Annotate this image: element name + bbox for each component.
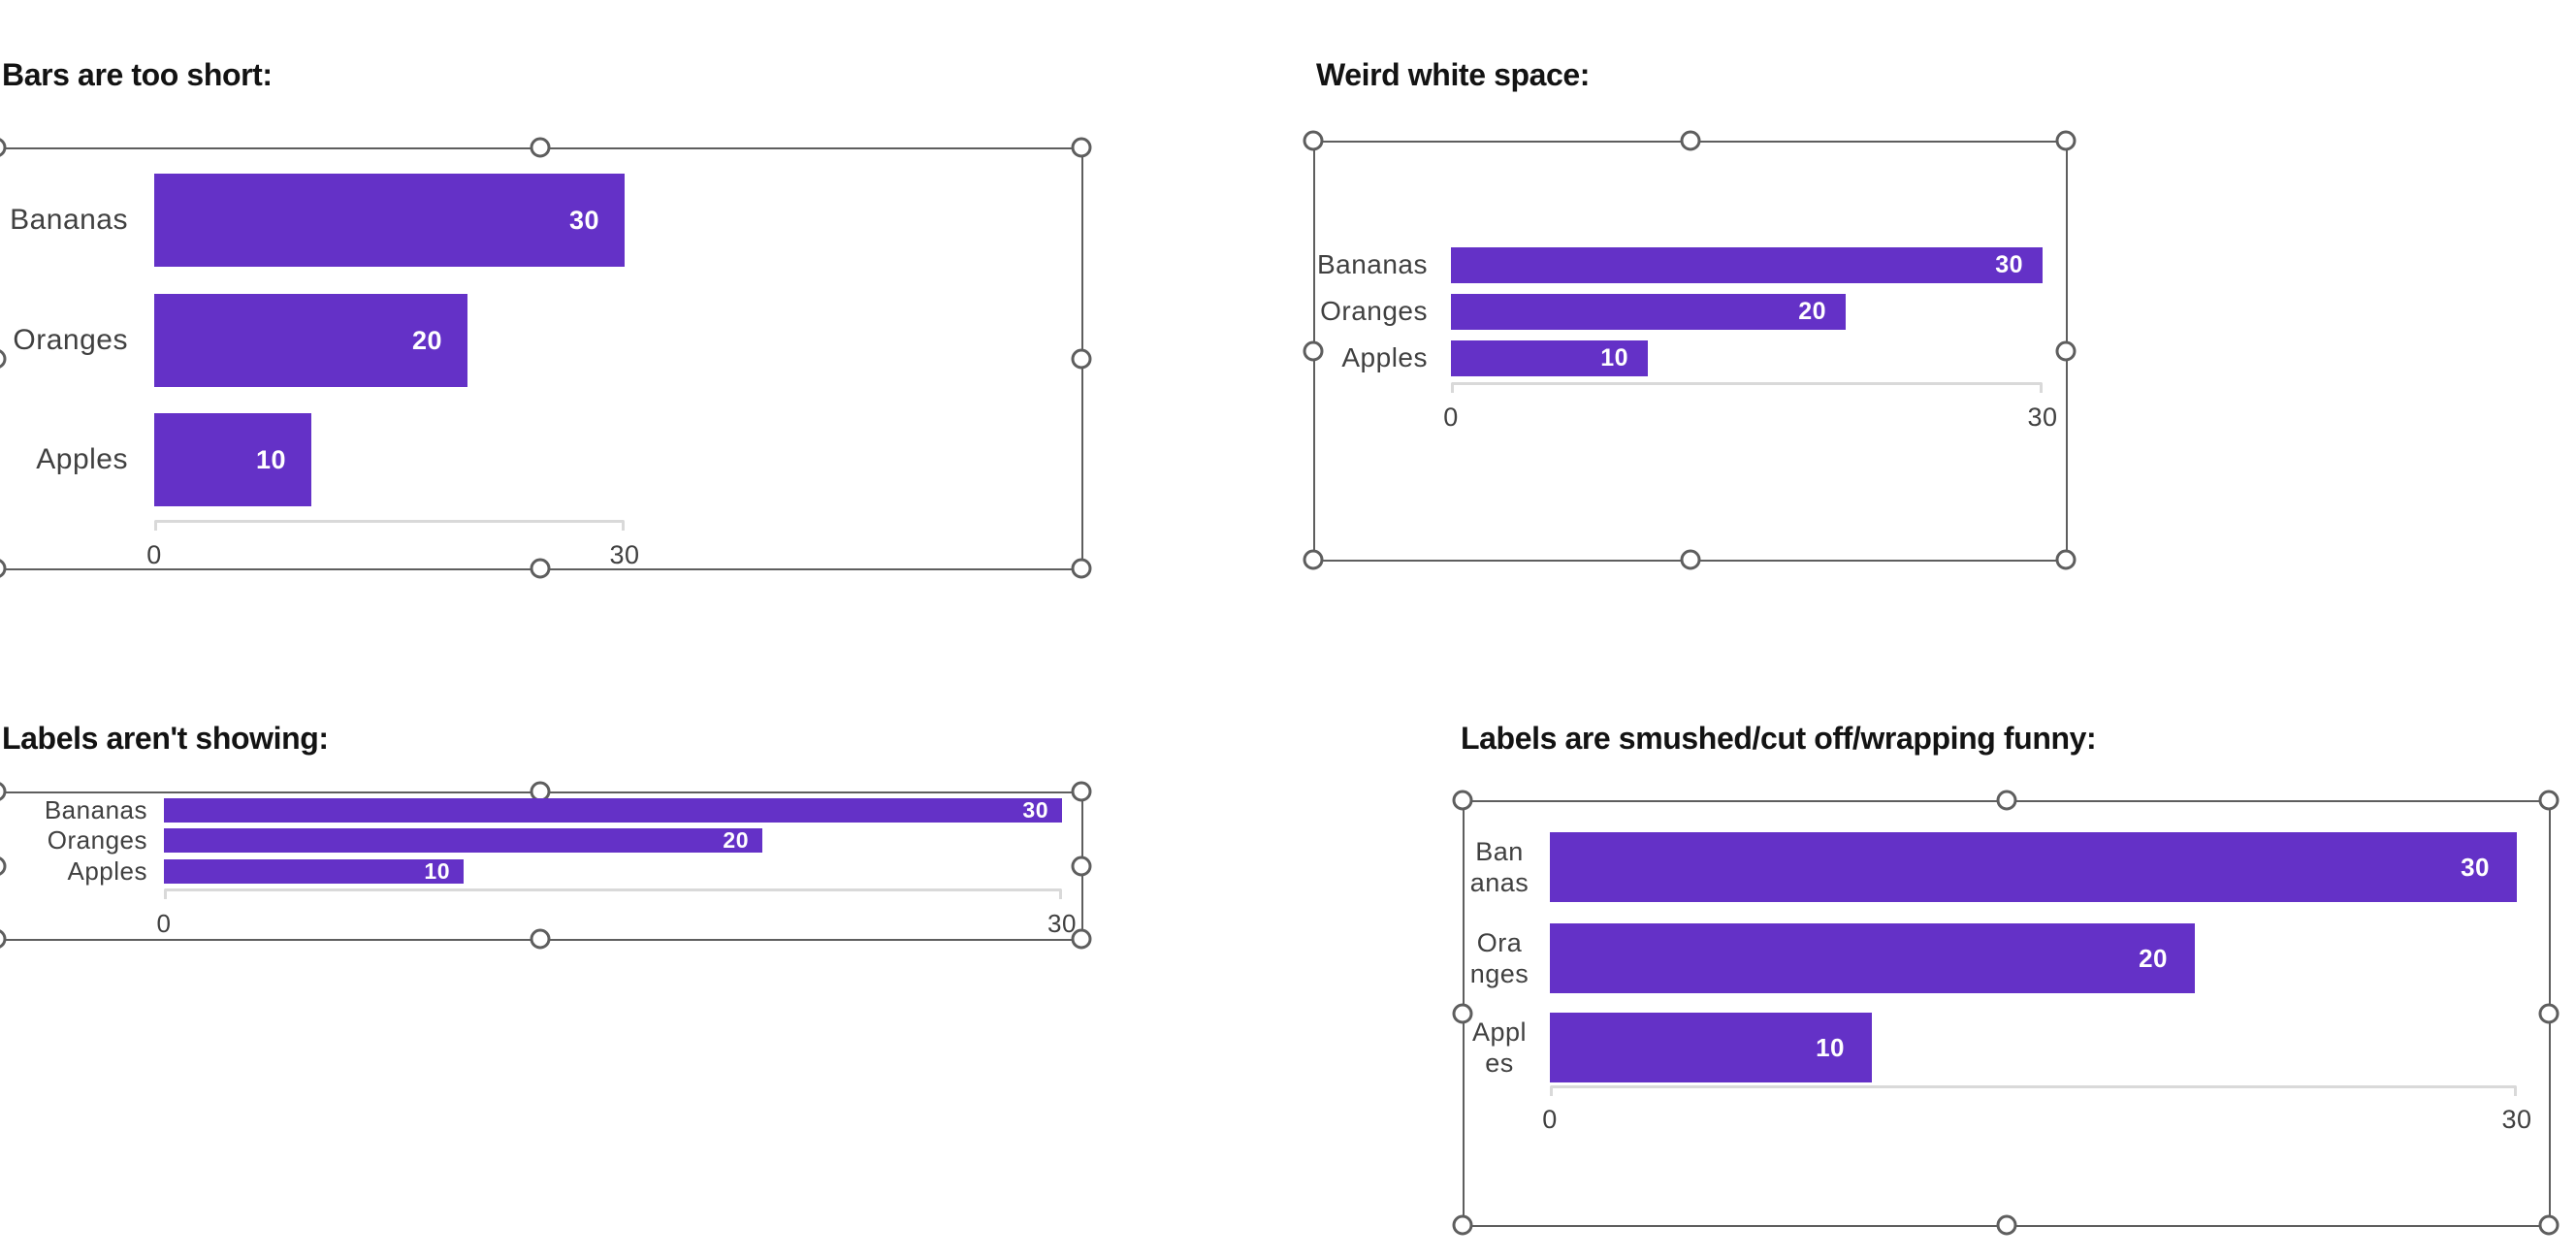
selection-handle-top-left[interactable] [1452,790,1473,811]
selection-handle-middle-right[interactable] [1071,855,1092,877]
x-axis-tick-label: 0 [1542,1105,1558,1134]
bar-oranges[interactable]: 20 [1550,923,2195,993]
x-axis-line [1550,1085,2517,1096]
category-label: Appl es [1471,1017,1528,1078]
selection-handle-middle-right[interactable] [2055,340,2077,362]
bar-value-label: 20 [2139,943,2168,973]
bar-bananas[interactable]: 30 [1550,832,2517,902]
category-label: Apples [1341,342,1428,372]
selection-handle-middle-right[interactable] [2538,1003,2560,1024]
chart-title: Weird white space: [1316,57,1591,92]
bar-value-label: 20 [411,325,442,355]
category-label: Ora nges [1469,928,1530,988]
category-label: Oranges [1320,296,1428,326]
bar-bananas[interactable]: 30 [154,174,625,267]
selection-handle-top-right[interactable] [1071,137,1092,158]
bar-apples[interactable]: 10 [1451,340,1648,376]
bar-value-label: 20 [1798,298,1826,325]
chart-title: Labels aren't showing: [2,721,329,756]
bar-value-label: 30 [568,205,599,235]
x-axis-line [1451,382,2043,393]
selection-handle-bottom-right[interactable] [2055,549,2077,570]
selection-handle-top-right[interactable] [2538,790,2560,811]
selection-handle-bottom-left[interactable] [1452,1214,1473,1236]
selection-handle-top-right[interactable] [2055,130,2077,151]
category-label: Bananas [10,204,128,236]
x-axis-tick-label: 0 [1443,403,1459,432]
selection-handle-bottom-middle[interactable] [530,558,550,579]
category-label: Apples [36,443,128,475]
bar-oranges[interactable]: 20 [1451,294,1846,330]
bar-value-label: 30 [1995,251,2023,278]
category-label: Bananas [44,794,147,824]
bar-apples[interactable]: 10 [154,413,311,506]
bar-value-label: 30 [2461,852,2490,882]
selection-handle-middle-left[interactable] [1303,340,1324,362]
x-axis-tick-label: 30 [1047,909,1077,938]
selection-frame[interactable] [0,137,1092,579]
selection-handle-top-middle[interactable] [530,137,550,158]
bar-value-label: 10 [1816,1032,1845,1062]
x-axis-line [154,520,625,531]
selection-handle-middle-left[interactable] [1452,1003,1473,1024]
selection-handle-bottom-middle[interactable] [1996,1214,2017,1236]
selection-handle-top-middle[interactable] [1680,130,1701,151]
bar-oranges[interactable]: 20 [164,827,762,853]
selection-handle-bottom-middle[interactable] [530,928,550,950]
category-label: Oranges [13,324,128,356]
chart-title: Labels are smushed/cut off/wrapping funn… [1461,721,2097,756]
bar-value-label: 20 [723,827,749,853]
bar-oranges[interactable]: 20 [154,294,467,387]
category-label: Oranges [47,824,147,855]
x-axis-tick-label: 30 [609,540,640,569]
selection-handle-top-right[interactable] [1071,781,1092,802]
selection-handle-top-left[interactable] [1303,130,1324,151]
x-axis-tick-label: 0 [146,540,162,569]
x-axis-line [164,888,1062,899]
bar-bananas[interactable]: 30 [1451,247,2043,283]
x-axis-tick-label: 30 [2027,403,2058,432]
selection-handle-bottom-middle[interactable] [1680,549,1701,570]
bar-value-label: 10 [255,444,286,474]
bar-apples[interactable]: 10 [164,858,464,884]
selection-handle-bottom-right[interactable] [1071,928,1092,950]
selection-handle-bottom-right[interactable] [1071,558,1092,579]
category-label: Ban anas [1469,837,1530,897]
bar-value-label: 10 [424,858,450,884]
bar-value-label: 10 [1600,344,1628,371]
selection-frame[interactable] [1452,790,2560,1236]
selection-handle-bottom-left[interactable] [1303,549,1324,570]
selection-handle-top-middle[interactable] [1996,790,2017,811]
x-axis-tick-label: 0 [156,909,172,938]
category-label: Bananas [1316,249,1428,279]
selection-frame[interactable] [0,781,1092,950]
chart-title: Bars are too short: [2,57,273,92]
bar-apples[interactable]: 10 [1550,1013,1872,1082]
bar-value-label: 30 [1022,797,1048,823]
selection-frame[interactable] [1303,130,2077,570]
selection-handle-bottom-right[interactable] [2538,1214,2560,1236]
bar-bananas[interactable]: 30 [164,797,1062,823]
category-label: Apples [67,855,147,886]
selection-handle-middle-right[interactable] [1071,348,1092,370]
x-axis-tick-label: 30 [2501,1105,2532,1134]
